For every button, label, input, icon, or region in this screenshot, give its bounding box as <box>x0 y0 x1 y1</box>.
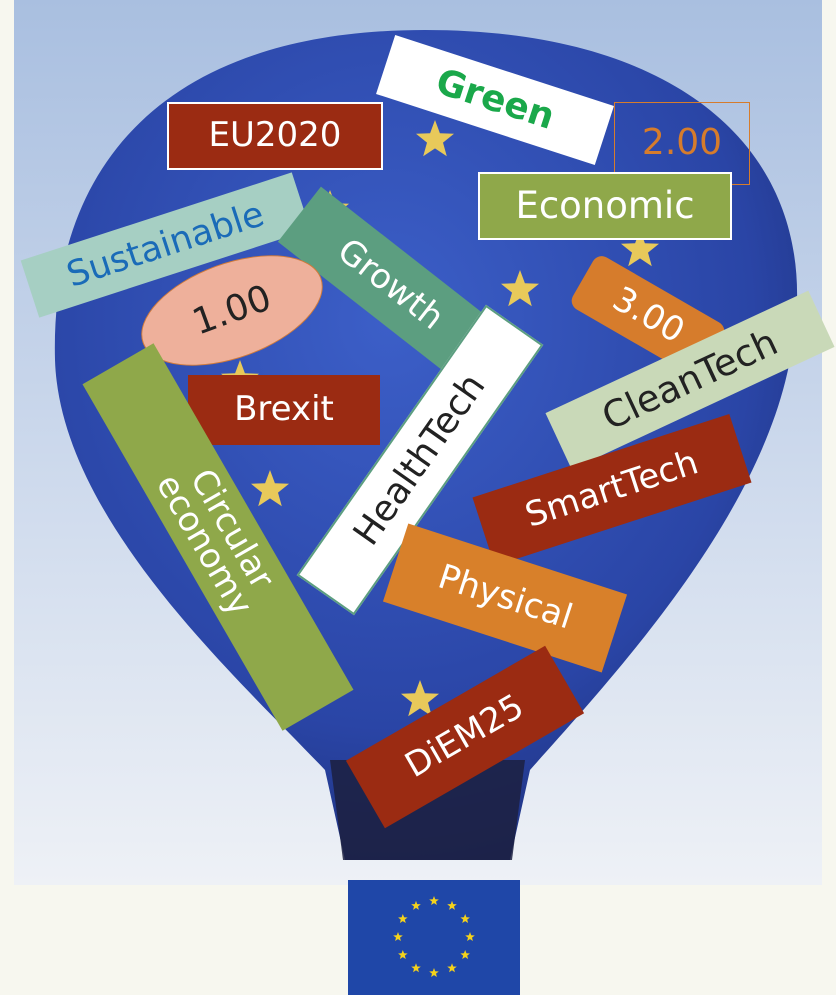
tag: Economic <box>478 172 732 240</box>
page: GreenEU20202.00EconomicSustainableGrowth… <box>0 0 836 995</box>
tag: EU2020 <box>167 102 383 170</box>
tag: Brexit <box>188 375 380 445</box>
